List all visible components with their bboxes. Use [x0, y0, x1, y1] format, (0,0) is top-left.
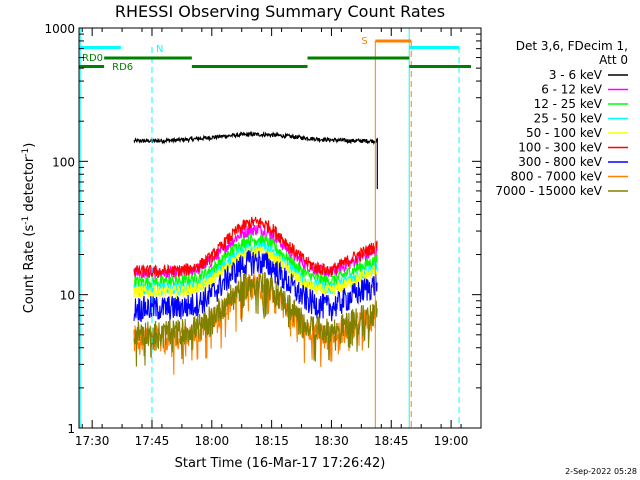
legend-label-1: 3 - 6 keV [549, 68, 603, 82]
annotation-n: N [156, 44, 163, 55]
legend-label-3: 12 - 25 keV [534, 97, 603, 111]
series-group [133, 130, 378, 375]
x-tick-label-4: 18:30 [314, 434, 349, 448]
legend-label-6: 100 - 300 keV [518, 141, 602, 155]
axes-group: 17:30 17:45 18:00 18:15 18:30 18:45 19:00 1 10 10… [44, 22, 482, 448]
x-tick-label-3: 18:15 [254, 434, 289, 448]
legend-label-2: 6 - 12 keV [541, 83, 603, 97]
series-line-7 [133, 250, 378, 322]
series-line-5 [133, 245, 378, 300]
y-tick-label-2: 100 [52, 155, 75, 169]
annotation-rd6: RD6 [112, 62, 133, 73]
legend-label-5: 50 - 100 keV [526, 126, 603, 140]
annotation-s: S [361, 36, 367, 47]
x-tick-label-1: 17:45 [135, 434, 170, 448]
legend-label-8: 800 - 7000 keV [511, 170, 603, 184]
chart-title: RHESSI Observing Summary Count Rates [115, 2, 445, 21]
plot-frame [78, 27, 482, 429]
x-tick-label-6: 19:00 [434, 434, 469, 448]
x-tick-label-2: 18:00 [195, 434, 230, 448]
y-tick-label-3: 1000 [44, 22, 75, 36]
y-tick-label-0: 1 [67, 422, 75, 436]
series-line-6 [133, 216, 378, 279]
annotation-rd0: RD0 [82, 53, 103, 64]
legend-label-4: 25 - 50 keV [534, 112, 603, 126]
series-line-9 [133, 271, 378, 367]
y-tick-label-1: 10 [60, 289, 75, 303]
overlay-group: N S RD0 RD6 [79, 28, 472, 428]
x-axis-label: Start Time (16-Mar-17 17:26:42) [175, 456, 386, 471]
footer-timestamp: 2-Sep-2022 05:28 [565, 467, 637, 476]
legend-label-9: 7000 - 15000 keV [495, 184, 602, 198]
x-tick-label-5: 18:45 [374, 434, 409, 448]
x-tick-label-0: 17:30 [75, 434, 110, 448]
y-axis-label: Count Rate (s-1 detector-1) [21, 143, 37, 314]
series-line-1 [133, 130, 378, 146]
legend-header-2: Att 0 [599, 53, 628, 67]
legend-label-7: 300 - 800 keV [518, 155, 602, 169]
legend-header-1: Det 3,6, FDecim 1, [516, 39, 628, 53]
